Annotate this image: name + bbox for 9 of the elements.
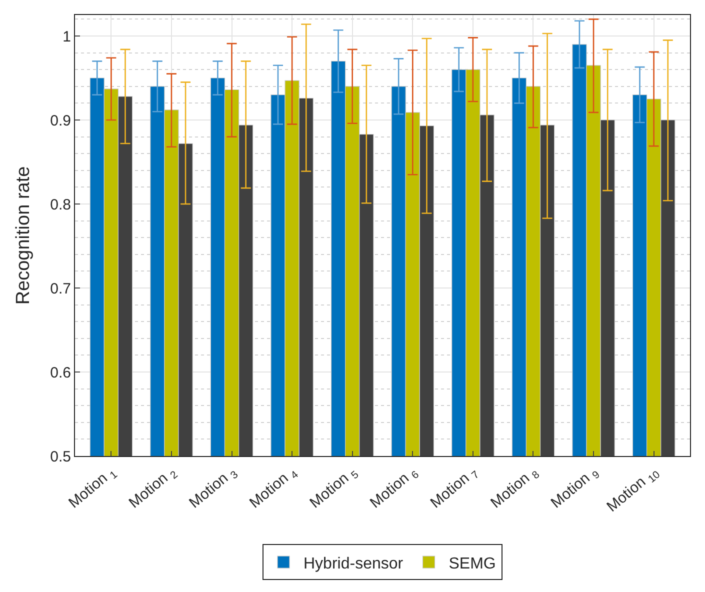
y-tick-label: 0.9 [50, 112, 71, 130]
legend-label: Hybrid-sensor [304, 555, 404, 572]
y-axis-title: Recognition rate [12, 166, 34, 305]
y-tick-label: 0.8 [50, 196, 71, 214]
y-tick-label: 0.5 [50, 448, 71, 466]
y-tick-label: 0.7 [50, 280, 71, 298]
y-tick-label: 0.6 [50, 364, 71, 382]
y-tick-label: 1 [62, 28, 71, 46]
legend-label: SEMG [448, 555, 496, 572]
